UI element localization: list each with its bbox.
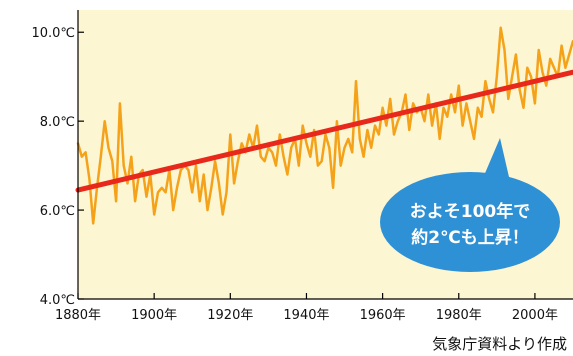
annotation-line-2: 約2℃も上昇！ (411, 227, 528, 248)
annotation-bubble: およそ100年で 約2℃も上昇！ (380, 138, 560, 272)
y-tick-label: 6.0℃ (40, 204, 75, 219)
y-tick-label: 8.0℃ (40, 115, 75, 130)
plot-layer (75, 26, 573, 225)
source-note: 気象庁資料より作成 (432, 335, 567, 353)
series-line-trend (75, 69, 573, 193)
x-tick-label: 1880年 (55, 308, 101, 323)
y-tick-label: 10.0℃ (31, 26, 75, 41)
annotation-line-1: およそ100年で (410, 201, 531, 222)
series-line-temperature (76, 26, 573, 225)
bubble-body (380, 172, 560, 272)
x-tick-label: 1960年 (360, 308, 406, 323)
x-tick-label: 1920年 (207, 308, 253, 323)
x-tick-label: 1940年 (283, 308, 329, 323)
x-tick-label: 1980年 (436, 308, 482, 323)
x-tick-label: 2000年 (512, 308, 558, 323)
x-tick-label: 1900年 (131, 308, 177, 323)
y-tick-label: 4.0℃ (40, 293, 75, 308)
axis-layer: 4.0℃ 6.0℃ 8.0℃ 10.0℃ 1880年 1900年 1920年 1940年 196… (31, 26, 558, 323)
